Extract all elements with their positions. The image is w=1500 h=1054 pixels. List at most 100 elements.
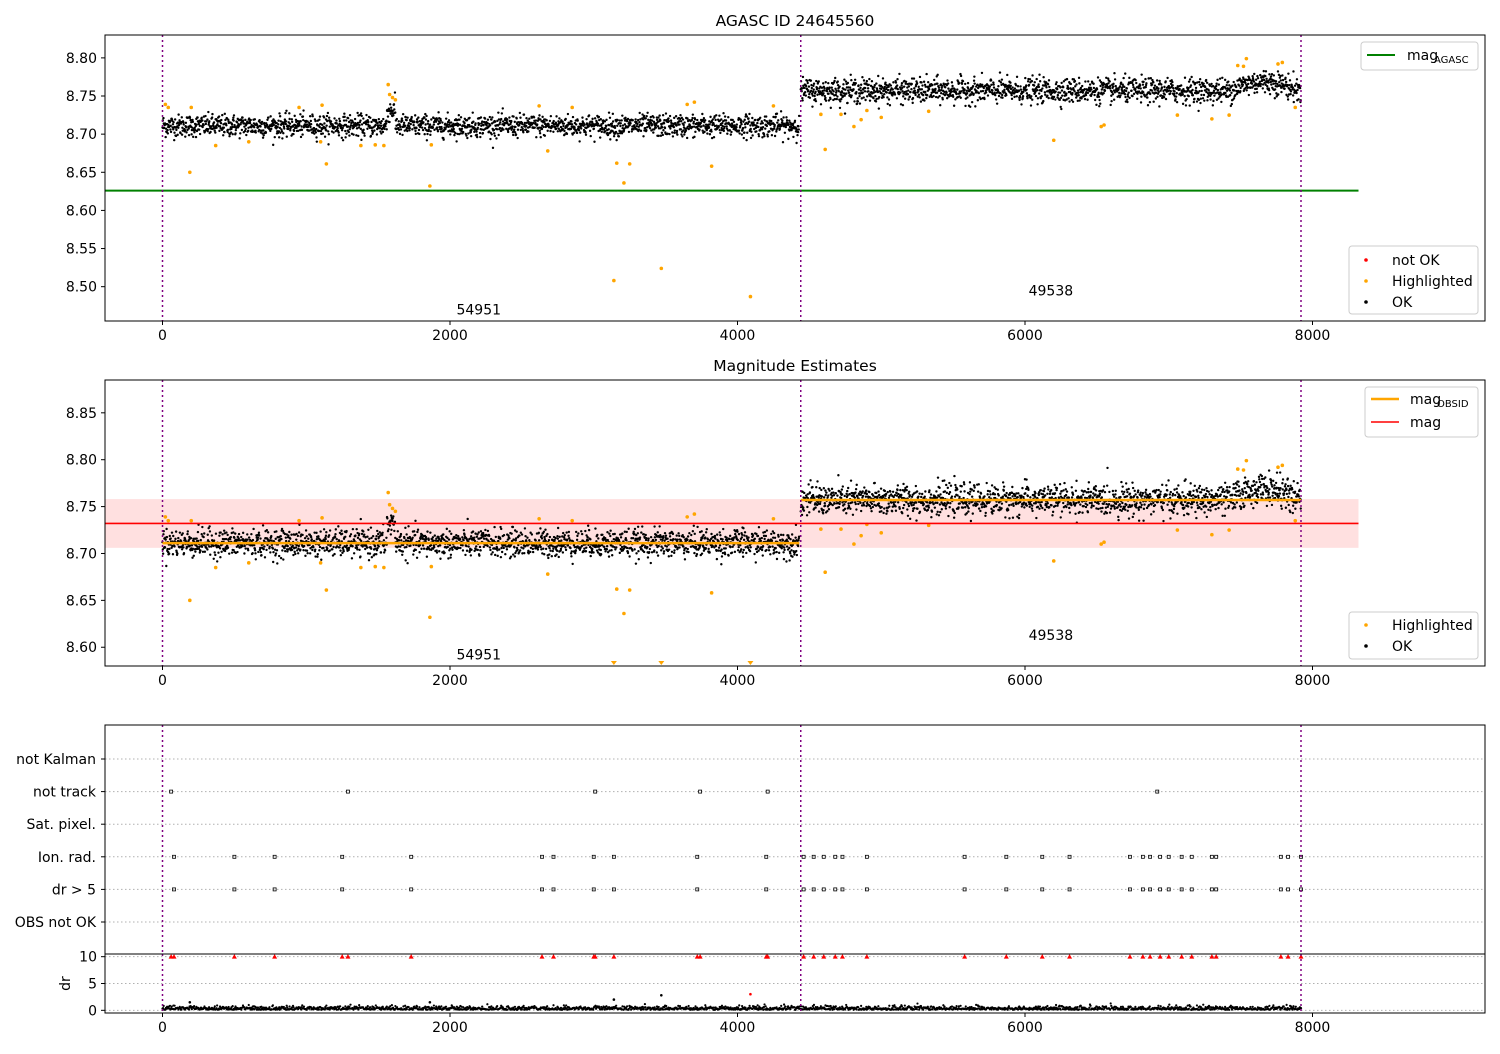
ok-point xyxy=(523,113,525,115)
ok-point xyxy=(815,100,817,102)
ok-point xyxy=(422,121,424,123)
ok-point xyxy=(529,551,531,553)
ok-point xyxy=(1044,94,1046,96)
ok-point xyxy=(585,118,587,120)
ok-point xyxy=(484,529,486,531)
ok-point xyxy=(414,520,416,522)
ok-point xyxy=(514,555,516,557)
ok-point xyxy=(722,112,724,114)
ok-point xyxy=(202,124,204,126)
ok-point xyxy=(327,130,329,132)
ok-point xyxy=(626,120,628,122)
ok-point xyxy=(1253,80,1255,82)
ok-point xyxy=(246,538,248,540)
ok-point xyxy=(298,545,300,547)
ok-point xyxy=(571,563,573,565)
ok-point xyxy=(570,555,572,557)
ok-point xyxy=(359,119,361,121)
ok-point xyxy=(363,132,365,134)
ok-point xyxy=(390,514,392,516)
ok-point xyxy=(219,531,221,533)
ok-point xyxy=(528,117,530,119)
ok-point xyxy=(499,127,501,129)
ok-point xyxy=(1163,86,1165,88)
ok-point xyxy=(668,120,670,122)
ok-point xyxy=(964,83,966,85)
ok-point xyxy=(673,126,675,128)
ok-point xyxy=(920,100,922,102)
ok-point xyxy=(211,116,213,118)
ok-point xyxy=(526,536,528,538)
ok-point xyxy=(282,132,284,134)
ok-point xyxy=(349,128,351,130)
ok-point xyxy=(1135,82,1137,84)
ok-point xyxy=(878,96,880,98)
ok-point xyxy=(843,79,845,81)
ok-point xyxy=(608,111,610,113)
ok-point xyxy=(1059,86,1061,88)
ok-point xyxy=(1142,91,1144,93)
ok-point xyxy=(1035,78,1037,80)
ok-point xyxy=(838,85,840,87)
ok-point xyxy=(1204,86,1206,88)
ok-point xyxy=(355,528,357,530)
highlighted-point xyxy=(1176,113,1180,117)
ok-point xyxy=(489,549,491,551)
ok-point xyxy=(558,556,560,558)
ok-point xyxy=(836,95,838,97)
ok-point xyxy=(907,89,909,91)
ok-point xyxy=(321,124,323,126)
ok-point xyxy=(896,84,898,86)
ok-point xyxy=(434,534,436,536)
ok-point xyxy=(500,556,502,558)
ok-point xyxy=(1232,81,1234,83)
ok-point xyxy=(931,84,933,86)
ok-point xyxy=(637,119,639,121)
ok-point xyxy=(330,120,332,122)
ok-point xyxy=(366,536,368,538)
highlighted-point xyxy=(388,93,392,97)
ok-point xyxy=(429,123,431,125)
ok-point xyxy=(343,550,345,552)
ok-point xyxy=(450,554,452,556)
ok-point xyxy=(656,119,658,121)
ok-point xyxy=(562,125,564,127)
ok-point xyxy=(963,88,965,90)
ok-point xyxy=(539,130,541,132)
ok-point xyxy=(219,547,221,549)
ok-point xyxy=(455,140,457,142)
highlighted-point xyxy=(325,162,329,166)
ok-point xyxy=(833,80,835,82)
ok-point xyxy=(600,118,602,120)
ok-point xyxy=(846,102,848,104)
ok-point xyxy=(396,131,398,133)
ok-point xyxy=(808,93,810,95)
ok-point xyxy=(344,136,346,138)
ok-point xyxy=(1040,90,1042,92)
ok-point xyxy=(439,122,441,124)
ok-point xyxy=(272,551,274,553)
ok-point xyxy=(162,553,164,555)
ok-point xyxy=(743,131,745,133)
ok-point xyxy=(383,128,385,130)
ok-point xyxy=(165,565,167,567)
ok-point xyxy=(829,98,831,100)
ok-point xyxy=(489,124,491,126)
ok-point xyxy=(263,548,265,550)
ok-point xyxy=(215,532,217,534)
ok-point xyxy=(558,117,560,119)
ok-point xyxy=(1122,77,1124,79)
ok-point xyxy=(329,126,331,128)
ok-point xyxy=(446,528,448,530)
ok-point xyxy=(727,116,729,118)
ok-point xyxy=(513,546,515,548)
ok-point xyxy=(802,76,804,78)
ok-point xyxy=(956,88,958,90)
ok-point xyxy=(432,126,434,128)
highlighted-point xyxy=(1052,138,1056,142)
ok-point xyxy=(541,116,543,118)
ok-point xyxy=(416,531,418,533)
ok-point xyxy=(384,549,386,551)
ok-point xyxy=(376,530,378,532)
ok-point xyxy=(540,136,542,138)
